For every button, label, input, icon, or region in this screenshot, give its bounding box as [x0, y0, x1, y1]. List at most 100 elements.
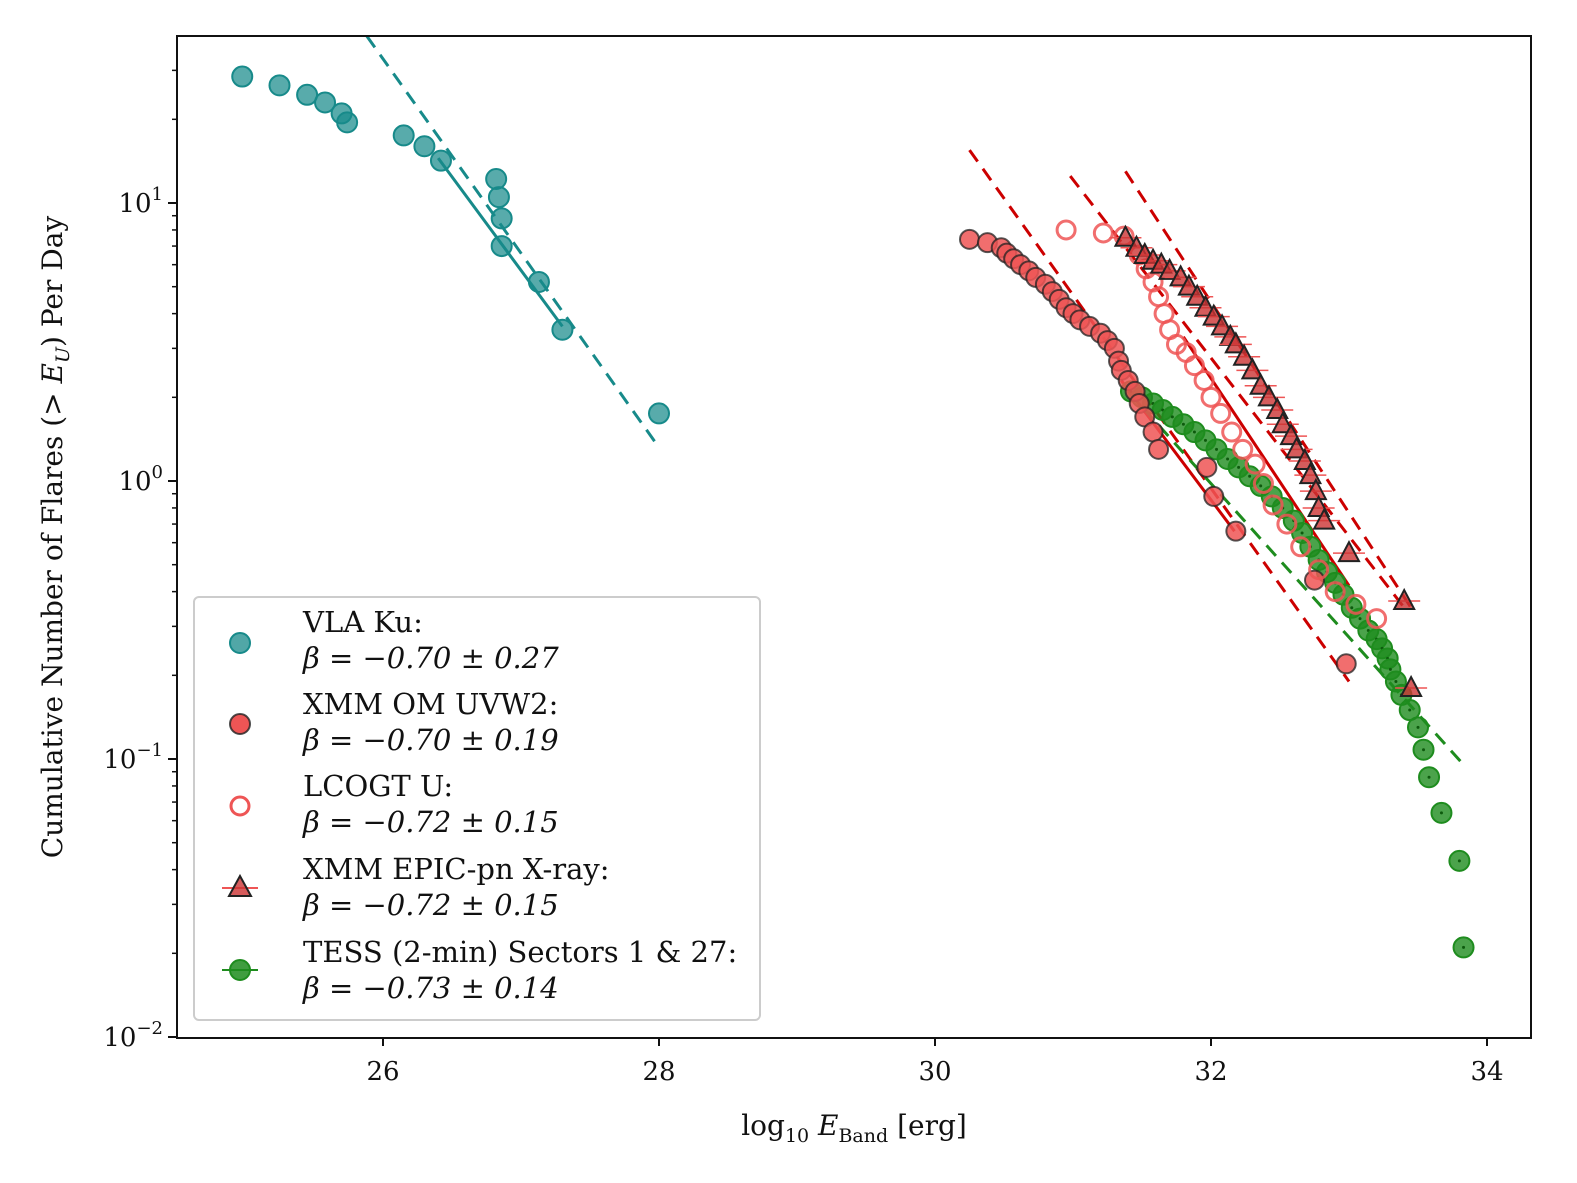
lcogt-point: [1290, 536, 1312, 558]
legend-entry-tess: TESS (2-min) Sectors 1 & 27: β = −0.73 ±…: [222, 935, 737, 1005]
data-marks: [231, 65, 1475, 959]
x-label-sub: 10: [785, 1125, 809, 1147]
lcogt-fit: [1182, 336, 1351, 587]
xmm-epic-point: [1271, 411, 1295, 434]
legend-label-xmm-om: XMM OM UVW2:: [303, 687, 558, 721]
y-label-pre: Cumulative Number of Flares (>: [36, 383, 69, 858]
y-label-sub: U: [52, 346, 74, 363]
lcogt-point: [1232, 438, 1254, 460]
vla-point: [296, 83, 319, 106]
xmm-om-point: [1148, 438, 1170, 460]
tess-point-center: [1192, 430, 1196, 434]
legend-label-lcogt: LCOGT U:: [303, 769, 453, 803]
lcogt-point: [1200, 386, 1222, 408]
vla-point: [527, 270, 550, 293]
xmm-epic-point: [1392, 587, 1416, 611]
vla-point: [490, 235, 513, 258]
x-tick-label: 34: [1470, 1057, 1503, 1087]
y-label-e: E: [36, 363, 69, 384]
x-label-sub2: Band: [838, 1125, 888, 1147]
xmm-epic-point: [1337, 540, 1361, 563]
tess-point-center: [1350, 606, 1354, 610]
vla-point: [336, 111, 359, 134]
xmm-epic-point: [1240, 357, 1265, 380]
xmm-epic-point: [1257, 384, 1281, 407]
tess-point-center: [1427, 775, 1431, 779]
vla-point: [413, 135, 436, 158]
legend-stat-xmm-epic: β = −0.72 ± 0.15: [302, 888, 559, 922]
legend-entry-xmm-om: XMM OM UVW2: β = −0.70 ± 0.19: [229, 687, 559, 757]
x-tick-label: 30: [918, 1057, 951, 1087]
tess-point-center: [1181, 422, 1185, 426]
legend-entry-xmm-epic: XMM EPIC-pn X-ray: β = −0.72 ± 0.15: [222, 852, 610, 922]
lcogt-point: [1252, 472, 1274, 494]
legend: VLA Ku: β = −0.70 ± 0.27 XMM OM UVW2: β …: [193, 596, 761, 1021]
legend-label-tess: TESS (2-min) Sectors 1 & 27:: [303, 935, 737, 969]
tess-point-center: [1416, 725, 1420, 729]
lcogt-point: [1244, 453, 1266, 475]
xmm-om-point: [1335, 653, 1357, 675]
tess-point-center: [1215, 447, 1219, 451]
legend-entry-lcogt: LCOGT U: β = −0.72 ± 0.15: [229, 769, 559, 839]
lcogt-point: [1366, 608, 1388, 630]
legend-label-xmm-epic: XMM EPIC-pn X-ray:: [303, 852, 610, 886]
y-tick-label: 10−1: [103, 740, 163, 775]
xmm-epic-point: [1224, 331, 1248, 354]
tess-point-center: [1248, 474, 1252, 478]
lcogt-point: [1262, 494, 1284, 516]
legend-marker-tess: [229, 959, 251, 981]
legend-marker-xmm-om: [229, 713, 251, 735]
legend-entry-vla: VLA Ku: β = −0.70 ± 0.27: [229, 605, 559, 675]
lcogt-point: [1345, 593, 1367, 615]
lcogt-point: [1276, 513, 1298, 535]
x-tick-label: 26: [366, 1057, 399, 1087]
legend-stat-lcogt: β = −0.72 ± 0.15: [302, 805, 559, 839]
xmm-om-point: [1142, 421, 1164, 443]
xmm-om-point: [1196, 456, 1218, 478]
vla-fit-dashed: [365, 35, 661, 449]
plot-frame: [176, 35, 1532, 1039]
xmm-om-point: [1304, 569, 1325, 591]
tess-point-center: [1358, 617, 1362, 621]
legend-marker-vla: [229, 632, 251, 654]
lcogt-point: [1308, 559, 1330, 581]
lcogt-point: [1210, 402, 1232, 424]
xmm-epic-point: [1232, 343, 1256, 366]
xmm-epic-point: [1157, 257, 1182, 280]
xmm-epic-point: [1185, 283, 1209, 306]
legend-marker-lcogt: [229, 795, 251, 817]
tess-point-center: [1237, 465, 1241, 469]
lcogt-point: [1221, 421, 1243, 443]
xmm-epic-point: [1312, 507, 1336, 530]
tess-point-center: [1439, 811, 1443, 815]
tess-point-center: [1462, 945, 1466, 949]
x-tick-label: 28: [642, 1057, 675, 1087]
tess-point-center: [1226, 457, 1230, 461]
x-label-pre: log: [741, 1109, 785, 1142]
legend-stat-xmm-om: β = −0.70 ± 0.19: [302, 723, 559, 757]
tess-point-center: [1203, 438, 1207, 442]
tess-point-center: [1457, 859, 1461, 863]
legend-label-vla: VLA Ku:: [302, 605, 423, 639]
lcogt-point: [1092, 222, 1114, 244]
x-label-mid: E: [809, 1109, 838, 1142]
legend-marker-xmm-epic: [227, 873, 253, 897]
vla-point: [392, 124, 415, 147]
xmm-epic-point: [1284, 436, 1309, 459]
xmm-epic-point: [1113, 224, 1138, 247]
vla-point: [268, 74, 291, 97]
tess-point-center: [1259, 484, 1263, 488]
legend-stat-tess: β = −0.73 ± 0.14: [302, 971, 559, 1005]
vla-point: [429, 149, 452, 172]
xmm-epic-point: [1304, 477, 1328, 501]
x-tick-label: 32: [1194, 1057, 1227, 1087]
lcogt-point: [1055, 219, 1077, 241]
legend-box: [193, 596, 761, 1021]
legend-stat-vla: β = −0.70 ± 0.27: [302, 641, 559, 675]
tess-point-center: [1422, 748, 1426, 752]
lcogt-point: [1324, 581, 1346, 603]
vla-point: [314, 91, 337, 114]
vla-point: [231, 65, 254, 88]
tess-point-center: [1300, 531, 1304, 535]
x-axis-label: log10 EBand [erg]: [741, 1109, 967, 1147]
